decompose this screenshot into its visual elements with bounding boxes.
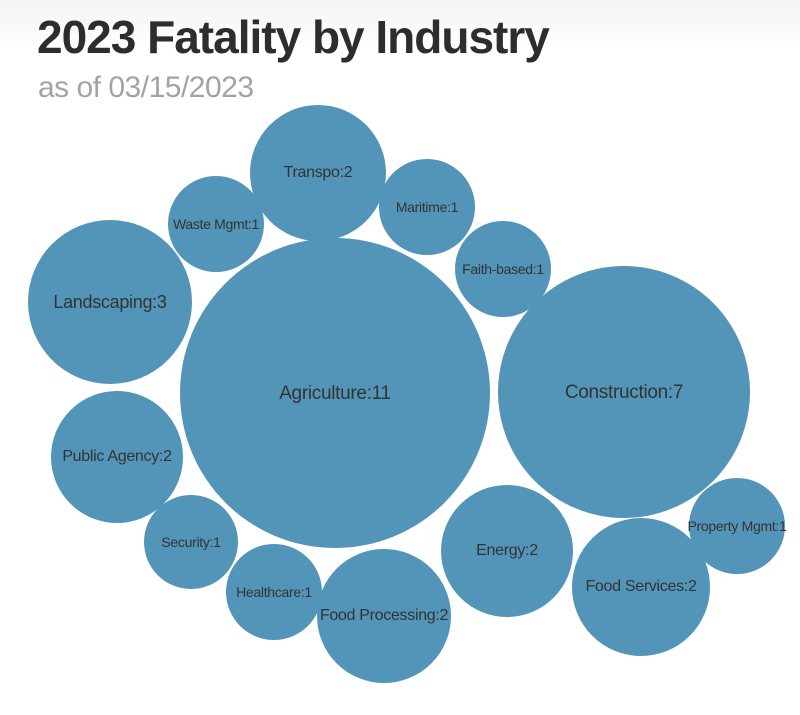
bubble-label: Transpo:2 <box>283 164 353 181</box>
bubble-faith-based[interactable]: Faith-based:1 <box>455 221 551 317</box>
chart-title: 2023 Fatality by Industry <box>37 11 550 63</box>
bubble-landscaping[interactable]: Landscaping:3 <box>28 220 192 384</box>
bubble-label: Faith-based:1 <box>462 261 544 277</box>
bubble-property-mgmt[interactable]: Property Mgmt:1 <box>687 478 787 574</box>
bubble-food-services[interactable]: Food Services:2 <box>572 518 710 656</box>
bubble-label: Property Mgmt:1 <box>687 518 787 534</box>
bubble-maritime[interactable]: Maritime:1 <box>379 159 475 255</box>
bubble-label: Food Services:2 <box>585 578 697 595</box>
bubble-agriculture[interactable]: Agriculture:11 <box>180 238 490 548</box>
bubble-label: Energy:2 <box>476 542 538 559</box>
bubble-transpo[interactable]: Transpo:2 <box>250 105 386 241</box>
bubble-public-agency[interactable]: Public Agency:2 <box>51 391 183 523</box>
bubble-label: Security:1 <box>161 534 221 550</box>
bubble-label: Waste Mgmt:1 <box>172 216 260 232</box>
bubble-label: Construction:7 <box>564 381 684 403</box>
bubble-label: Agriculture:11 <box>279 382 391 404</box>
bubble-construction[interactable]: Construction:7 <box>498 266 750 518</box>
bubble-food-processing[interactable]: Food Processing:2 <box>317 549 451 683</box>
bubble-label: Landscaping:3 <box>53 292 167 312</box>
bubble-healthcare[interactable]: Healthcare:1 <box>226 544 322 640</box>
bubble-label: Food Processing:2 <box>319 607 449 624</box>
bubble-label: Healthcare:1 <box>236 584 312 600</box>
bubble-security[interactable]: Security:1 <box>144 495 238 589</box>
bubble-energy[interactable]: Energy:2 <box>441 485 573 617</box>
bubble-label: Maritime:1 <box>395 199 459 215</box>
bubble-waste-mgmt[interactable]: Waste Mgmt:1 <box>168 176 264 272</box>
chart-subtitle: as of 03/15/2023 <box>38 71 254 104</box>
bubble-label: Public Agency:2 <box>62 448 172 465</box>
